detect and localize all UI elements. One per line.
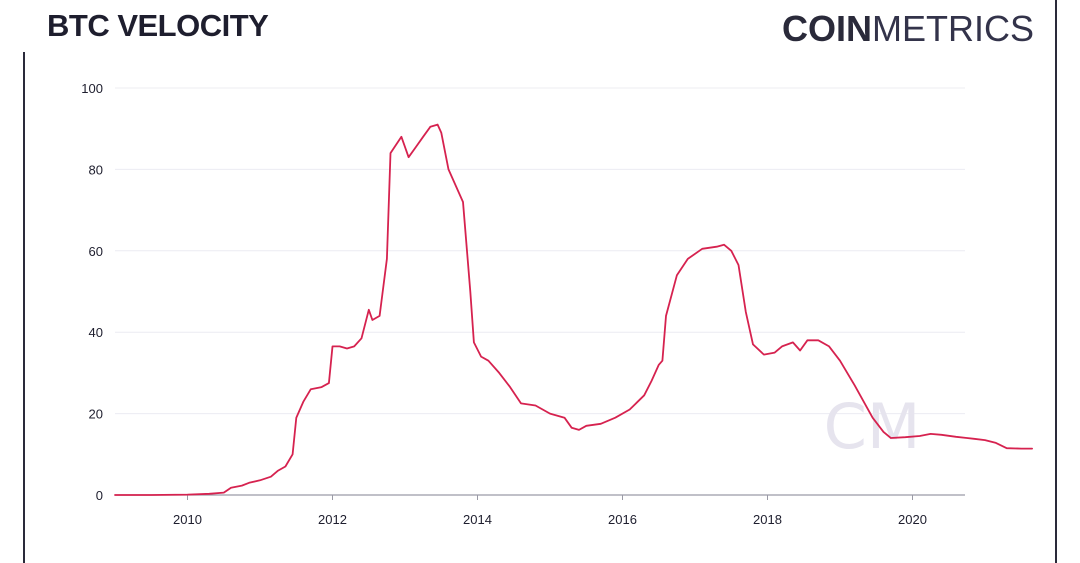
x-tick-label: 2018 [753, 512, 782, 527]
brand-logo: COINMETRICS [782, 8, 1034, 50]
y-tick-label: 40 [89, 325, 103, 340]
x-tick-label: 2010 [173, 512, 202, 527]
y-tick-label: 80 [89, 162, 103, 177]
series-layer [114, 123, 1033, 496]
brand-logo-bold: COIN [782, 8, 872, 49]
frame-left-border [23, 52, 25, 563]
y-tick-label: 60 [89, 244, 103, 259]
brand-logo-light: METRICS [872, 8, 1034, 49]
y-tick-label: 100 [81, 81, 103, 96]
series-line [114, 123, 1033, 496]
y-tick-label: 20 [89, 407, 103, 422]
watermark: CM [824, 390, 921, 463]
x-tick-label: 2014 [463, 512, 492, 527]
axis-layer: 0 20 40 60 80 100 2010 2012 2014 2016 2018 2020 [81, 81, 965, 527]
x-tick-label: 2020 [898, 512, 927, 527]
grid-layer [115, 87, 965, 415]
frame-right-border [1055, 0, 1057, 563]
page-title: BTC VELOCITY [47, 8, 269, 43]
x-tick-label: 2012 [318, 512, 347, 527]
x-tick-label: 2016 [608, 512, 637, 527]
y-tick-label: 0 [96, 488, 103, 503]
